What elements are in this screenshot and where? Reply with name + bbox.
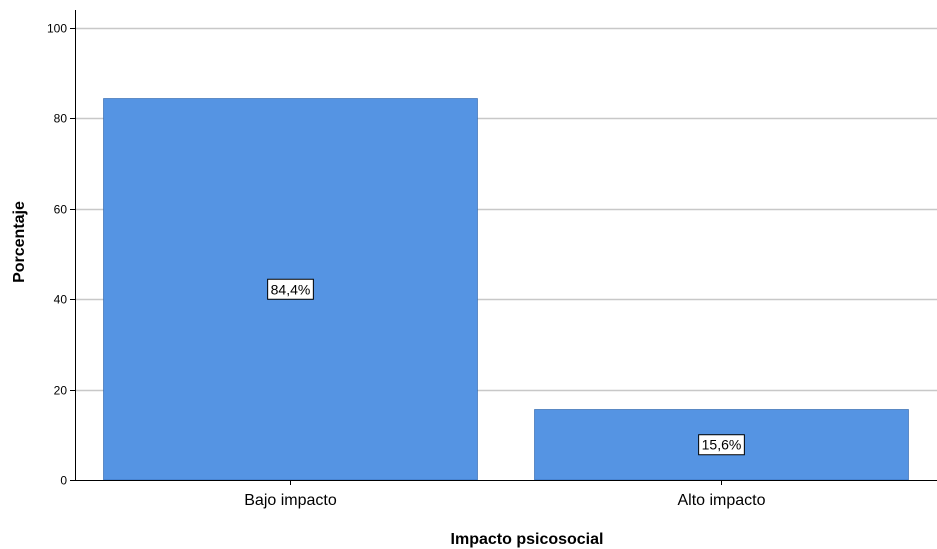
data-label-box — [267, 278, 314, 300]
data-label-text: 84,4% — [271, 281, 311, 297]
y-tick-label: 0 — [60, 474, 67, 488]
x-tick-label: Alto impacto — [677, 492, 765, 509]
data-label: 84,4% — [267, 278, 314, 300]
x-axis-title: Impacto psicosocial — [451, 531, 604, 548]
y-tick-label: 80 — [54, 112, 68, 126]
y-tick-label: 20 — [54, 384, 68, 398]
y-axis-title: Porcentaje — [11, 201, 28, 283]
labels: 0 20 40 60 80 100 Bajo impacto 84,4% Alto impact… — [47, 22, 766, 510]
data-label: 15,6% — [698, 434, 745, 456]
data-label-text: 15,6% — [702, 437, 742, 453]
y-tick-label: 40 — [54, 293, 68, 307]
y-tick-label: 100 — [47, 22, 67, 36]
bars — [103, 98, 909, 481]
y-tick-label: 60 — [54, 203, 68, 217]
x-tick-label: Bajo impacto — [244, 492, 337, 509]
data-label-box — [698, 434, 745, 456]
axes — [70, 10, 937, 485]
